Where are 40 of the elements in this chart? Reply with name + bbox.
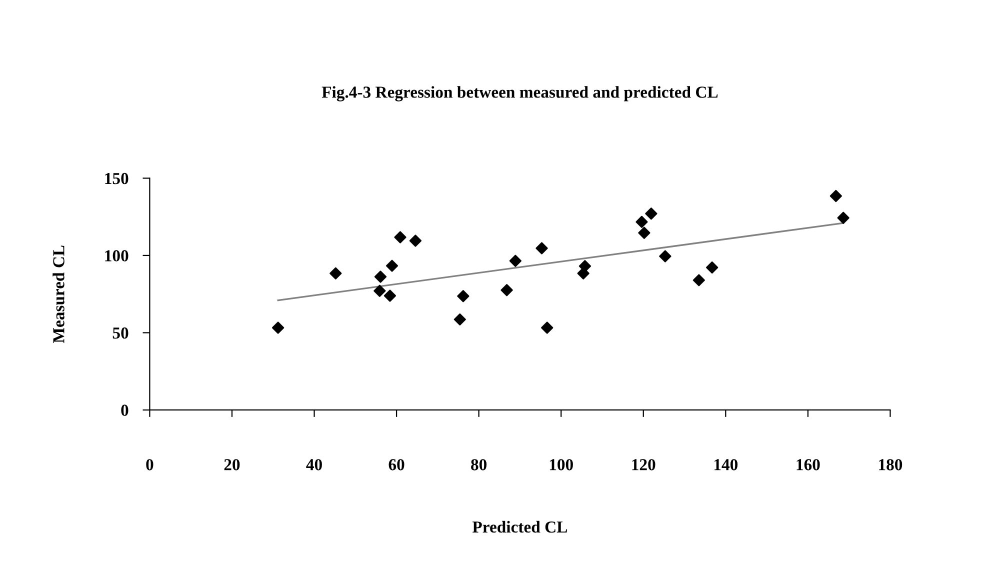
point	[454, 313, 466, 326]
point	[374, 284, 386, 297]
point	[830, 190, 842, 202]
x-tick-label: 100	[550, 459, 573, 470]
y-tick-label: 0	[121, 404, 128, 416]
chart-title: Fig.4-3 Regression between measured and predicted CL	[322, 86, 718, 102]
point	[837, 212, 850, 224]
point	[409, 234, 422, 247]
point	[541, 322, 554, 334]
y-tick-label: 50	[112, 327, 128, 339]
y-tick-label: 100	[105, 250, 128, 262]
point	[636, 216, 648, 228]
x-tick-label: 20	[224, 459, 240, 470]
point	[384, 290, 396, 302]
x-axis-title: Predicted CL	[472, 520, 568, 533]
point	[692, 274, 705, 286]
y-axis-title: Measured CL	[52, 246, 64, 343]
point	[394, 231, 406, 244]
point	[272, 322, 284, 334]
point	[706, 261, 718, 274]
point	[386, 260, 398, 272]
x-tick-label: 120	[632, 459, 656, 470]
point	[457, 290, 470, 302]
point	[374, 270, 387, 283]
point	[330, 267, 342, 280]
x-tick-label: 0	[146, 459, 154, 470]
point	[645, 208, 658, 220]
x-tick-label: 40	[306, 459, 322, 470]
x-tick-label: 60	[388, 459, 404, 470]
point	[659, 250, 672, 262]
point	[509, 254, 522, 267]
x-tick-label: 140	[714, 459, 738, 470]
point	[638, 226, 650, 239]
point	[536, 242, 548, 254]
x-tick-label: 80	[471, 459, 487, 470]
point	[577, 267, 590, 280]
point	[500, 284, 513, 296]
x-tick-label: 160	[796, 459, 820, 470]
y-tick-label: 150	[105, 172, 128, 184]
x-tick-label: 180	[879, 459, 902, 470]
